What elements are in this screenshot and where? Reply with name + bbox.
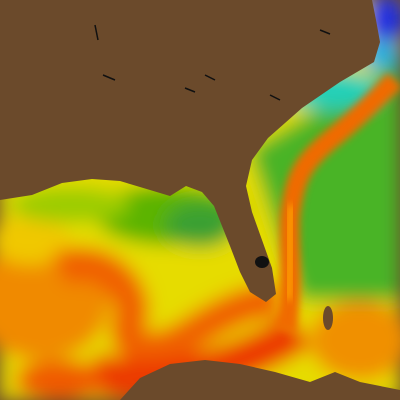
river	[184, 87, 196, 93]
cool-shelf	[10, 187, 130, 223]
land-mainland	[0, 0, 380, 302]
river	[94, 24, 99, 41]
river	[269, 94, 281, 101]
river	[102, 74, 116, 81]
warm-patch	[15, 360, 105, 400]
river	[204, 74, 216, 81]
land-island	[323, 306, 333, 330]
lake	[255, 256, 269, 268]
river	[319, 29, 331, 35]
inland-water	[94, 24, 331, 101]
land-cuba	[120, 360, 400, 400]
warm-patch	[0, 215, 70, 265]
loop-current	[52, 247, 281, 367]
gulf-stream-core	[284, 204, 296, 301]
